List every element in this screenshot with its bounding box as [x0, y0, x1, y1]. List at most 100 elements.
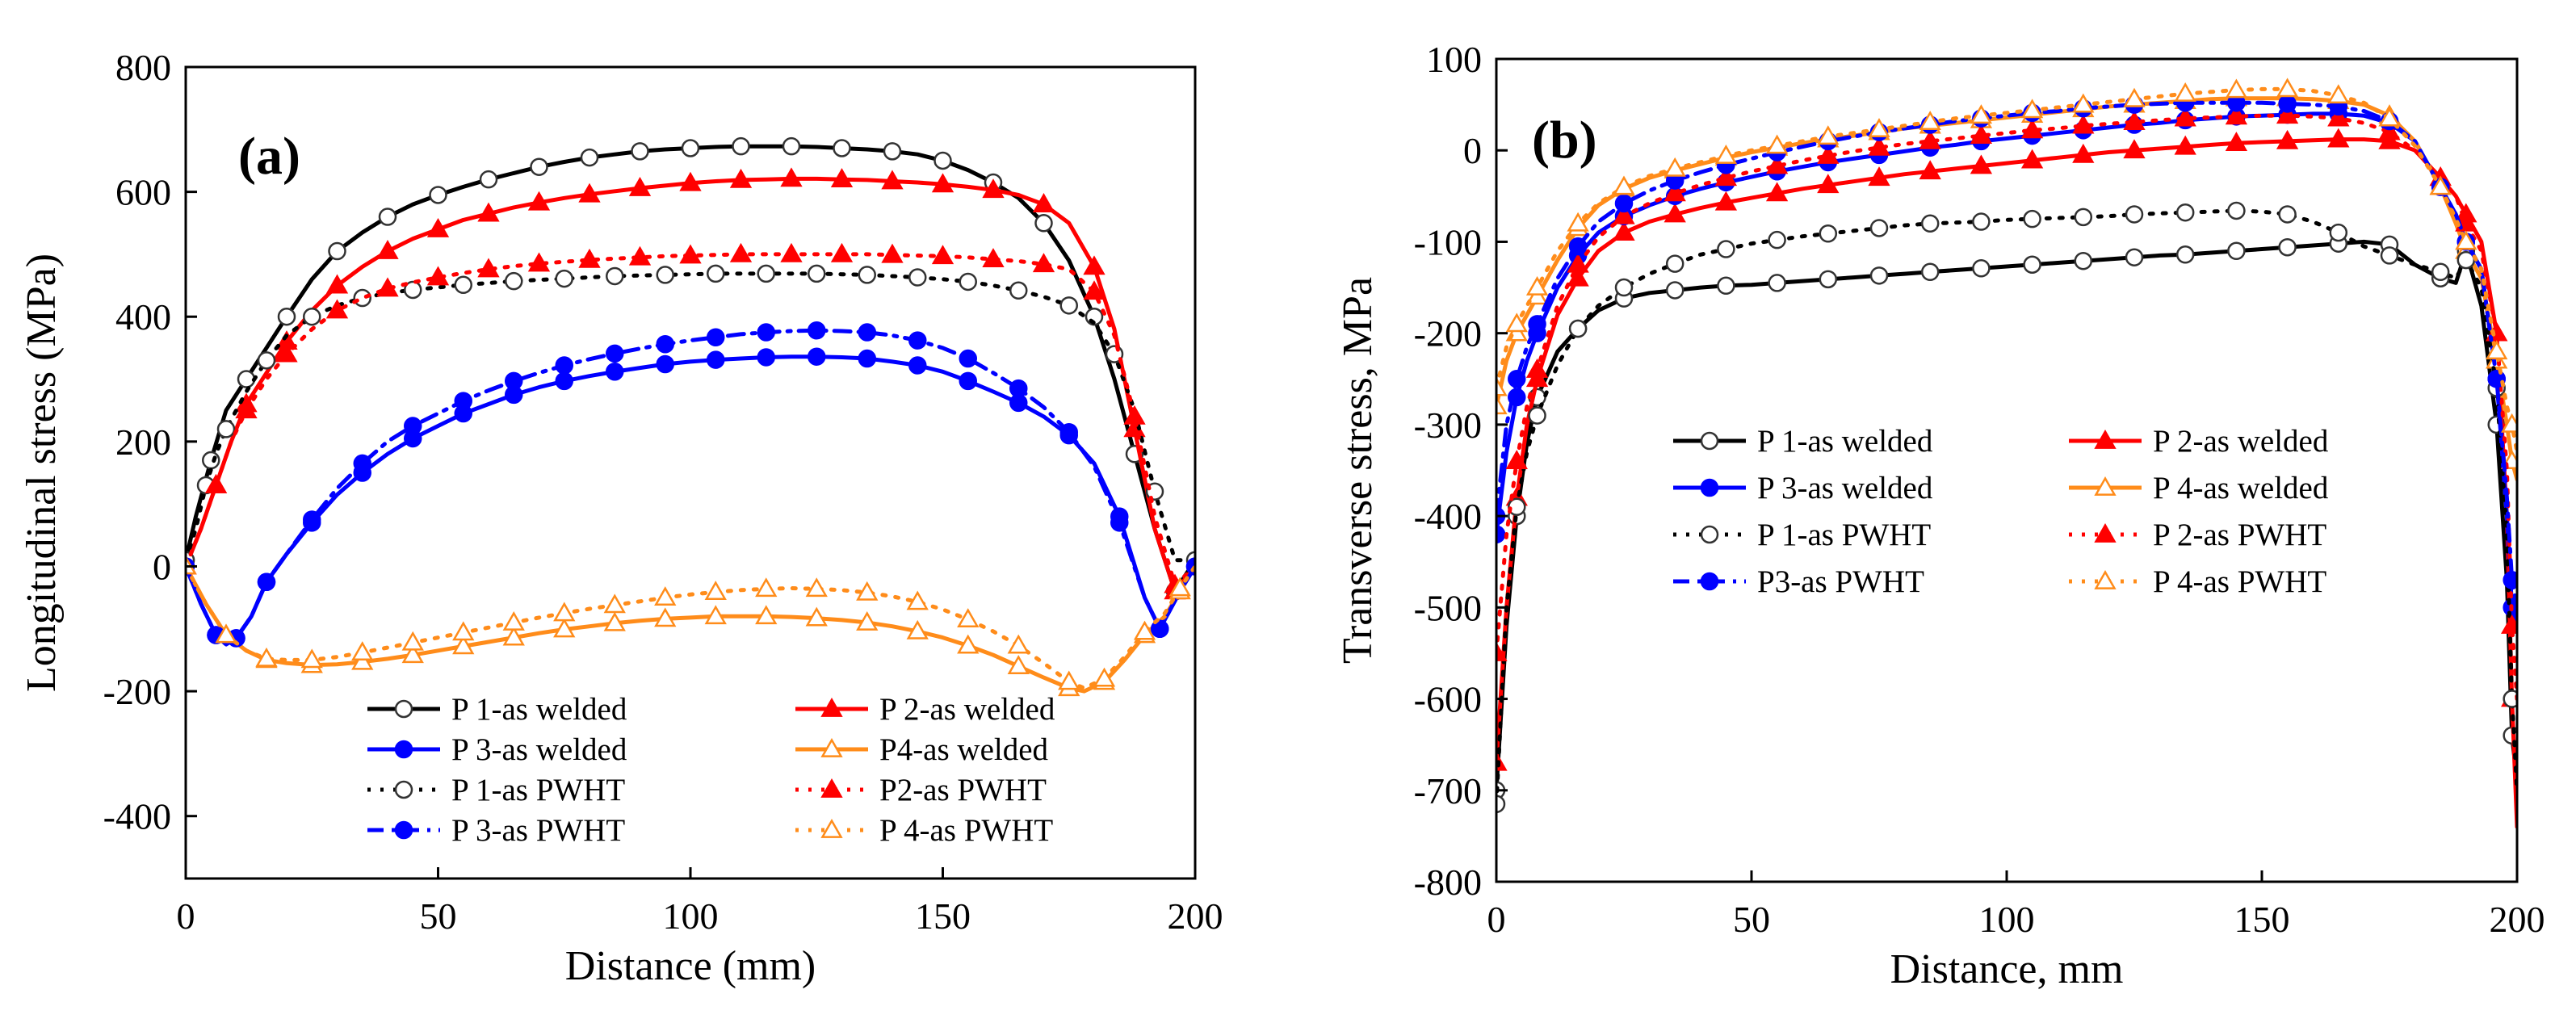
- data-point: [628, 245, 652, 266]
- data-point: [477, 202, 500, 222]
- data-point: [1508, 370, 1526, 388]
- data-point: [1920, 214, 1940, 233]
- legend-label: P 1-as PWHT: [1757, 518, 1931, 552]
- series-6: [1496, 94, 2517, 610]
- data-point: [1919, 129, 1941, 149]
- legend-marker: [1700, 525, 1719, 544]
- data-point: [1868, 136, 1890, 156]
- data-point: [2020, 99, 2044, 119]
- data-point: [679, 171, 702, 191]
- data-point: [1665, 281, 1684, 300]
- data-point: [477, 258, 500, 278]
- legend-item: P 3-as PWHT: [367, 813, 625, 848]
- data-point: [1568, 319, 1588, 338]
- x-tick-label: 50: [1733, 899, 1770, 940]
- data-point: [782, 136, 801, 156]
- y-tick-label: -100: [1414, 221, 1482, 262]
- data-point: [858, 266, 876, 284]
- data-point: [906, 590, 929, 610]
- data-point: [1972, 259, 1991, 278]
- y-tick-label: 0: [153, 546, 171, 587]
- data-point: [216, 420, 236, 438]
- data-point: [1614, 278, 1634, 297]
- data-point: [1083, 255, 1105, 275]
- data-point: [376, 240, 399, 259]
- data-point: [404, 417, 422, 435]
- series-line: [1496, 113, 2517, 702]
- data-point: [505, 271, 523, 291]
- data-point: [881, 170, 904, 190]
- data-point: [2327, 84, 2350, 104]
- data-point: [255, 647, 278, 667]
- data-point: [931, 245, 954, 265]
- legend-item: P 4-as PWHT: [795, 813, 1053, 848]
- data-point: [704, 581, 727, 601]
- data-point: [555, 269, 573, 288]
- data-point: [2225, 78, 2248, 99]
- data-point: [275, 342, 298, 363]
- data-point: [1123, 405, 1146, 425]
- data-point: [2074, 208, 2093, 227]
- data-point: [2225, 105, 2248, 125]
- series-line: [1496, 208, 2517, 807]
- data-point: [505, 371, 523, 391]
- data-point: [353, 454, 371, 473]
- data-point: [1007, 634, 1030, 654]
- data-point: [2125, 205, 2144, 224]
- data-point: [1496, 795, 1506, 814]
- series-line: [186, 176, 1195, 593]
- y-tick-label: -500: [1414, 587, 1482, 628]
- data-point: [757, 348, 775, 367]
- data-point: [1007, 655, 1030, 675]
- data-point: [2276, 129, 2299, 149]
- x-tick-label: 150: [915, 895, 971, 937]
- data-point: [2276, 104, 2299, 124]
- data-point: [933, 151, 952, 170]
- data-point: [502, 611, 525, 631]
- chart-panel-a: 0 50 100 150 200 800 600 400 200 0 -200 -400 Distanc…: [19, 47, 1223, 989]
- series-5: [186, 242, 1195, 593]
- data-point: [1919, 111, 1941, 130]
- data-point: [2175, 245, 2195, 264]
- series-6: [186, 321, 1195, 648]
- data-point: [883, 142, 902, 161]
- data-point: [1714, 191, 1738, 211]
- series-line: [186, 144, 1195, 593]
- data-point: [1009, 379, 1028, 398]
- data-point: [1717, 240, 1735, 258]
- data-point: [881, 243, 904, 263]
- series-7: [186, 555, 1195, 690]
- legend-item: P 2-as welded: [795, 692, 1055, 727]
- data-point: [426, 266, 450, 286]
- data-point: [755, 605, 778, 625]
- data-point: [2378, 120, 2401, 140]
- data-point: [325, 274, 349, 294]
- data-point: [908, 331, 927, 350]
- data-point: [237, 370, 256, 388]
- legend-label: P 1-as PWHT: [451, 773, 625, 807]
- data-point: [1567, 253, 1589, 273]
- series-line: [1496, 111, 2517, 628]
- legend-item: P 4-as welded: [2069, 471, 2329, 505]
- legend-label: P 3-as welded: [451, 732, 627, 767]
- data-point: [2429, 175, 2452, 195]
- x-tick-label: 0: [1487, 899, 1506, 940]
- data-point: [2020, 149, 2044, 169]
- data-point: [1613, 175, 1635, 195]
- series-1: [186, 167, 1195, 600]
- data-point: [805, 606, 828, 627]
- data-point: [2278, 205, 2297, 224]
- data-point: [603, 593, 626, 614]
- legend-label: P 2-as PWHT: [2153, 518, 2326, 552]
- data-point: [2123, 111, 2146, 130]
- data-point: [2455, 230, 2477, 250]
- y-tick-label: -300: [1414, 405, 1482, 446]
- legend-marker: [2094, 476, 2117, 496]
- data-point: [351, 641, 374, 661]
- data-point: [1093, 667, 1116, 687]
- data-point: [1817, 174, 1840, 194]
- data-point: [1567, 212, 1589, 232]
- data-point: [808, 347, 826, 366]
- legend-label: P3-as PWHT: [1757, 564, 1924, 599]
- data-point: [1496, 641, 1508, 661]
